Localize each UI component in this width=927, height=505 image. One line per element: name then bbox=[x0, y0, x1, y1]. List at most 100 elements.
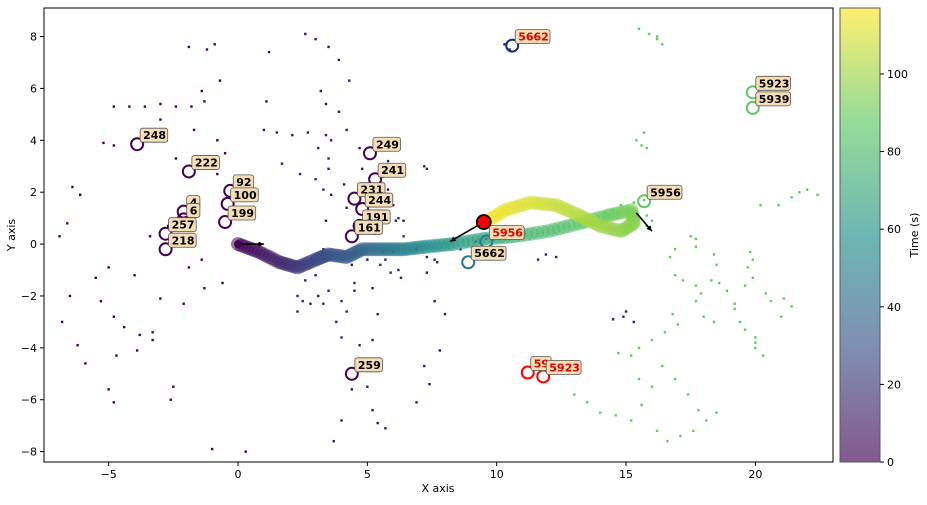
map-point bbox=[335, 320, 338, 324]
y-tick-label: 4 bbox=[30, 134, 37, 147]
landmark-label: 161 bbox=[358, 221, 381, 234]
map-point bbox=[327, 45, 330, 49]
landmark-label: 222 bbox=[195, 156, 218, 169]
landmark-label-box bbox=[230, 187, 259, 203]
map-point bbox=[327, 289, 330, 292]
map-point bbox=[301, 299, 304, 303]
map-point bbox=[443, 312, 447, 316]
map-point bbox=[337, 58, 341, 62]
map-point bbox=[112, 144, 116, 147]
map-point bbox=[112, 315, 116, 318]
map-point bbox=[350, 263, 354, 267]
map-point bbox=[645, 214, 648, 217]
map-point bbox=[107, 388, 110, 391]
x-tick-label: 20 bbox=[748, 468, 762, 481]
y-tick-label: −6 bbox=[21, 394, 37, 407]
map-point bbox=[759, 203, 762, 207]
landmark-circle bbox=[637, 194, 652, 209]
map-point bbox=[764, 292, 767, 295]
landmark-label: 5662 bbox=[474, 247, 505, 260]
plot-area bbox=[43, 7, 834, 463]
map-point bbox=[676, 323, 679, 326]
map-point bbox=[423, 165, 426, 168]
landmark-circle bbox=[344, 366, 359, 381]
map-point bbox=[159, 102, 162, 106]
map-point bbox=[200, 258, 203, 261]
map-point bbox=[324, 102, 328, 106]
colorbar bbox=[839, 7, 881, 463]
map-point bbox=[262, 128, 266, 132]
map-point bbox=[159, 297, 162, 300]
landmark-label-box bbox=[514, 29, 551, 45]
map-point bbox=[216, 139, 219, 142]
map-point bbox=[617, 351, 620, 355]
map-point bbox=[275, 131, 279, 134]
map-point bbox=[71, 185, 74, 189]
map-point bbox=[746, 266, 749, 269]
y-tick-label: −2 bbox=[21, 290, 37, 303]
map-point bbox=[348, 79, 351, 82]
map-point bbox=[619, 203, 623, 207]
map-point bbox=[425, 255, 429, 259]
map-point bbox=[314, 178, 317, 181]
map-point bbox=[790, 196, 793, 199]
map-point bbox=[322, 302, 325, 305]
map-point bbox=[624, 310, 628, 313]
y-tick-label: −8 bbox=[21, 446, 37, 459]
map-point bbox=[423, 364, 426, 368]
map-point bbox=[384, 258, 387, 261]
map-point bbox=[749, 250, 752, 254]
map-point bbox=[296, 310, 299, 313]
map-point bbox=[586, 401, 589, 404]
map-point bbox=[650, 219, 654, 222]
map-point bbox=[358, 146, 361, 150]
map-point bbox=[637, 346, 641, 350]
landmark-circle bbox=[220, 196, 235, 211]
map-point bbox=[655, 429, 659, 433]
map-point bbox=[715, 411, 718, 414]
map-point bbox=[598, 411, 602, 414]
landmark-label: 59 bbox=[534, 357, 549, 370]
map-point bbox=[216, 172, 219, 176]
map-point bbox=[705, 419, 708, 422]
y-axis-label: Y axis bbox=[5, 219, 18, 253]
map-point bbox=[58, 235, 61, 238]
map-point bbox=[630, 354, 633, 357]
map-point bbox=[102, 141, 105, 145]
map-point bbox=[187, 266, 191, 269]
map-point bbox=[544, 253, 548, 256]
x-axis-label: X axis bbox=[421, 482, 454, 495]
map-point bbox=[754, 336, 757, 339]
map-point bbox=[642, 198, 646, 202]
map-point bbox=[655, 37, 659, 41]
map-point bbox=[536, 258, 540, 261]
landmark-label-box bbox=[191, 155, 220, 170]
map-point bbox=[710, 279, 713, 282]
landmark-label-box bbox=[755, 91, 792, 107]
map-point bbox=[384, 427, 387, 430]
arrow-head bbox=[450, 236, 457, 242]
colorbar-label: Time (s) bbox=[908, 213, 921, 259]
map-point bbox=[314, 274, 317, 277]
map-point bbox=[632, 201, 636, 204]
map-point bbox=[371, 286, 374, 290]
map-point bbox=[151, 331, 154, 334]
map-point bbox=[386, 159, 390, 163]
map-point bbox=[751, 276, 755, 280]
map-point bbox=[689, 235, 692, 238]
landmark-label-box bbox=[364, 192, 394, 208]
landmark-label: 5923 bbox=[549, 361, 580, 374]
map-point bbox=[694, 237, 698, 241]
landmark-label-box bbox=[227, 205, 257, 221]
map-point bbox=[376, 312, 379, 316]
landmark-circle bbox=[355, 202, 370, 217]
map-point bbox=[761, 354, 765, 357]
landmark-label: 5939 bbox=[759, 93, 790, 106]
map-point bbox=[379, 263, 382, 267]
landmark-label-box bbox=[377, 162, 407, 178]
map-point bbox=[668, 255, 672, 259]
x-tick-label: 10 bbox=[490, 468, 504, 481]
map-point bbox=[798, 190, 801, 194]
map-point bbox=[508, 48, 511, 51]
map-point bbox=[329, 139, 333, 142]
